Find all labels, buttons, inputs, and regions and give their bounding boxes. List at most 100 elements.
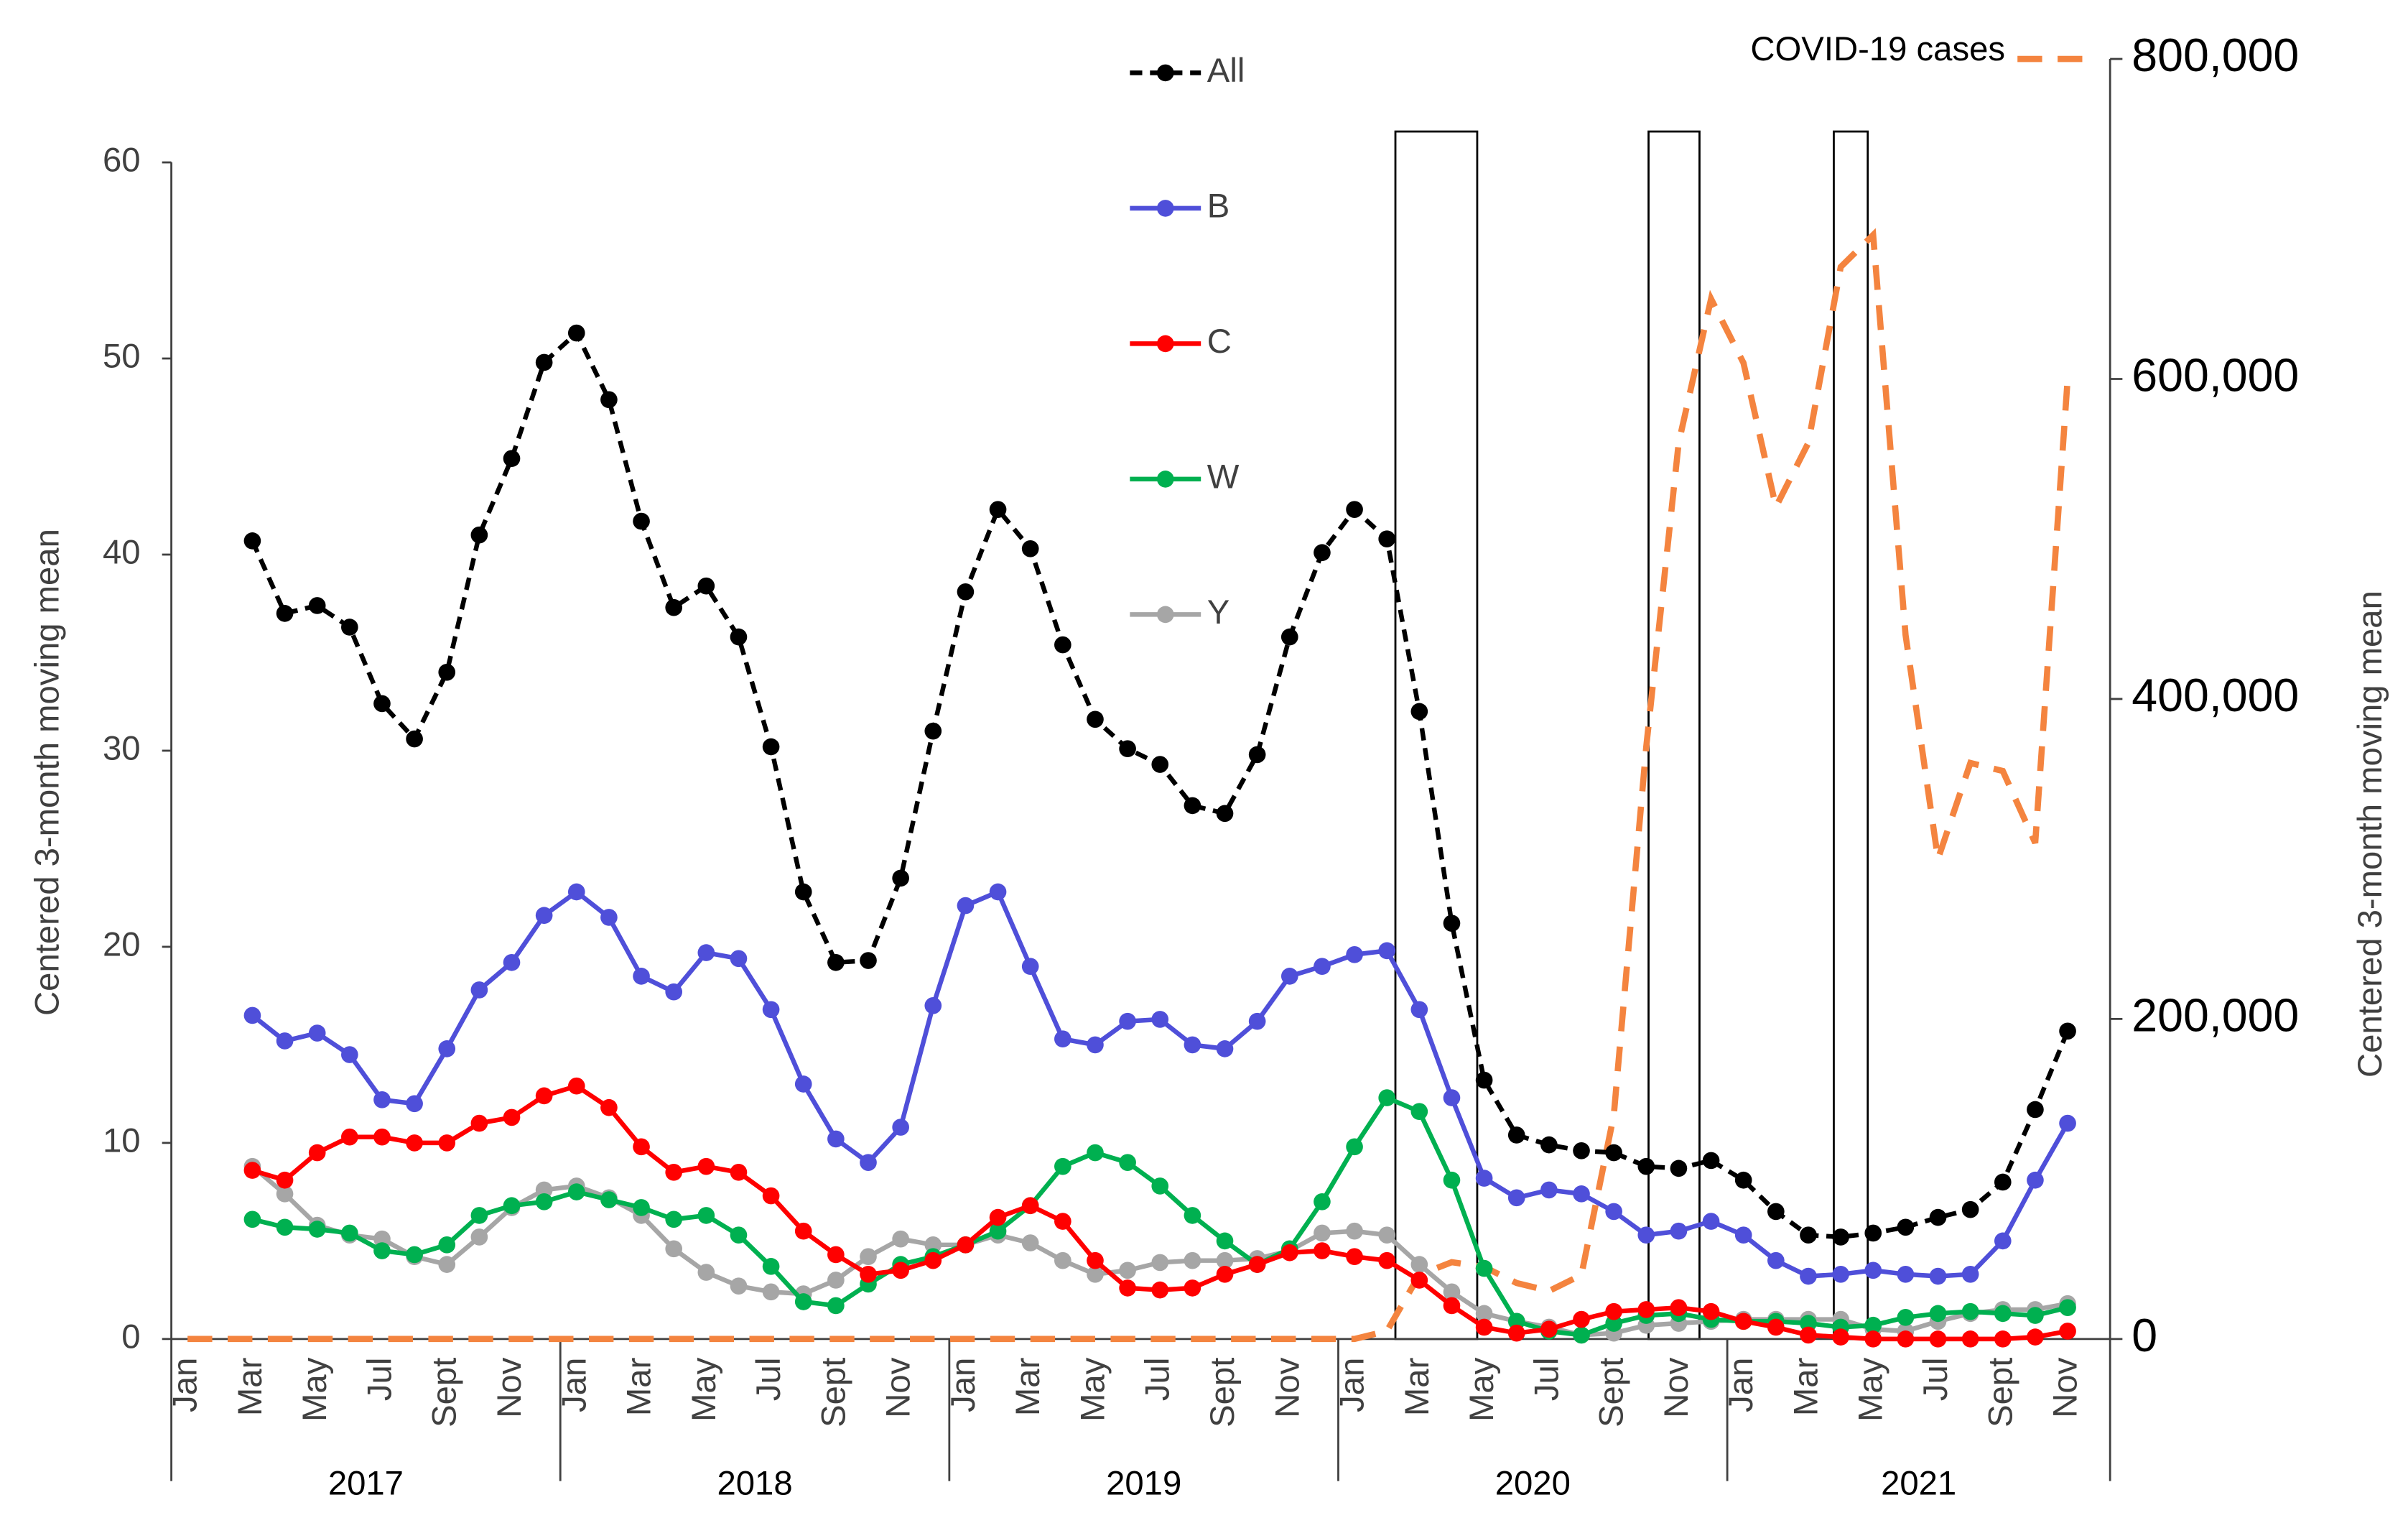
data-point bbox=[1054, 1251, 1071, 1269]
data-point bbox=[1151, 756, 1169, 773]
data-point bbox=[1378, 1251, 1396, 1269]
data-point bbox=[1540, 1136, 1558, 1154]
data-point bbox=[989, 1222, 1007, 1240]
data-point bbox=[1864, 1316, 1882, 1334]
x-tick-label: Jul bbox=[1139, 1358, 1177, 1401]
data-point bbox=[1087, 1251, 1104, 1269]
data-point bbox=[633, 1199, 650, 1216]
x-tick-label: Sept bbox=[814, 1358, 852, 1427]
data-point bbox=[535, 1087, 553, 1105]
data-point bbox=[860, 952, 877, 969]
data-point bbox=[2059, 1114, 2076, 1132]
data-point bbox=[633, 1138, 650, 1156]
data-point bbox=[2027, 1307, 2044, 1324]
y-tick-label: 0 bbox=[121, 1318, 140, 1356]
data-point bbox=[1248, 1256, 1266, 1273]
data-point bbox=[1280, 968, 1298, 985]
data-point bbox=[1443, 915, 1461, 932]
data-point bbox=[373, 1091, 391, 1108]
data-point bbox=[276, 1032, 294, 1050]
data-point bbox=[1119, 1012, 1136, 1030]
data-point bbox=[567, 324, 585, 342]
data-point bbox=[860, 1265, 877, 1283]
series-line bbox=[251, 889, 2070, 1279]
series-line bbox=[187, 228, 2071, 1343]
data-point bbox=[730, 628, 748, 646]
y-tick-label: 60 bbox=[103, 142, 141, 180]
x-tick-label: Mar bbox=[1787, 1358, 1825, 1416]
data-point bbox=[341, 1224, 358, 1242]
data-point bbox=[1961, 1330, 1979, 1348]
data-point bbox=[1670, 1159, 1688, 1177]
highlight-box bbox=[1833, 130, 1869, 1341]
data-point bbox=[567, 883, 585, 901]
year-label: 2017 bbox=[328, 1465, 404, 1503]
data-point bbox=[1540, 1320, 1558, 1338]
x-tick-label: Sept bbox=[426, 1358, 464, 1427]
data-point bbox=[1087, 1036, 1104, 1054]
data-point bbox=[1702, 1152, 1720, 1170]
highlight-box bbox=[1647, 130, 1701, 1341]
data-point bbox=[1443, 1283, 1461, 1301]
data-point bbox=[308, 1144, 326, 1162]
data-point bbox=[243, 532, 261, 550]
data-point bbox=[794, 883, 812, 901]
x-tick-label: May bbox=[296, 1357, 334, 1422]
data-point bbox=[1800, 1226, 1817, 1244]
data-point bbox=[438, 1236, 456, 1254]
data-point bbox=[373, 1128, 391, 1146]
data-point bbox=[1637, 1226, 1655, 1244]
data-point bbox=[1670, 1222, 1688, 1240]
data-point bbox=[1314, 1242, 1331, 1259]
data-point bbox=[1994, 1173, 2012, 1191]
legend-label: C bbox=[1207, 323, 1232, 361]
data-point bbox=[1087, 1144, 1104, 1162]
data-point bbox=[1216, 1232, 1234, 1250]
data-point bbox=[1216, 1040, 1234, 1057]
data-point bbox=[924, 996, 942, 1014]
data-point bbox=[276, 1218, 294, 1236]
data-point bbox=[373, 695, 391, 713]
x-tick-label: Nov bbox=[2047, 1357, 2085, 1417]
data-point bbox=[1897, 1265, 1915, 1283]
data-point bbox=[1605, 1144, 1622, 1162]
data-point bbox=[1410, 1256, 1428, 1273]
data-point bbox=[762, 1187, 780, 1205]
data-point bbox=[243, 1006, 261, 1024]
x-tick-label: Jul bbox=[1528, 1358, 1566, 1401]
data-point bbox=[1832, 1228, 1849, 1246]
data-point bbox=[1767, 1203, 1785, 1221]
data-point bbox=[1410, 1001, 1428, 1019]
data-point bbox=[1314, 544, 1331, 562]
x-tick-label: Nov bbox=[880, 1357, 918, 1417]
data-point bbox=[1897, 1309, 1915, 1326]
data-point bbox=[665, 598, 683, 616]
data-point bbox=[665, 1240, 683, 1258]
data-point bbox=[892, 1262, 909, 1279]
y2-tick-label: 200,000 bbox=[2132, 989, 2299, 1041]
data-point bbox=[730, 1277, 748, 1295]
data-point bbox=[827, 1130, 845, 1148]
data-point bbox=[697, 577, 715, 595]
data-point bbox=[535, 1193, 553, 1210]
data-point bbox=[924, 1251, 942, 1269]
data-point bbox=[567, 1183, 585, 1200]
data-point bbox=[1216, 1265, 1234, 1283]
data-point bbox=[794, 1075, 812, 1093]
data-point bbox=[1961, 1302, 1979, 1320]
x-tick-label: Nov bbox=[1268, 1357, 1306, 1417]
data-point bbox=[535, 907, 553, 925]
data-point bbox=[600, 391, 618, 409]
data-point bbox=[406, 730, 423, 748]
data-point bbox=[1021, 1234, 1039, 1251]
data-point bbox=[1507, 1126, 1525, 1144]
y2-tick-label: 0 bbox=[2132, 1310, 2157, 1361]
data-point bbox=[341, 1128, 358, 1146]
legend-marker bbox=[1156, 335, 1174, 353]
data-point bbox=[1864, 1330, 1882, 1348]
x-tick-label: Sept bbox=[1593, 1358, 1631, 1427]
data-point bbox=[1216, 805, 1234, 823]
x-tick-label: Mar bbox=[620, 1358, 659, 1416]
data-point bbox=[276, 605, 294, 622]
data-point bbox=[503, 1197, 521, 1215]
